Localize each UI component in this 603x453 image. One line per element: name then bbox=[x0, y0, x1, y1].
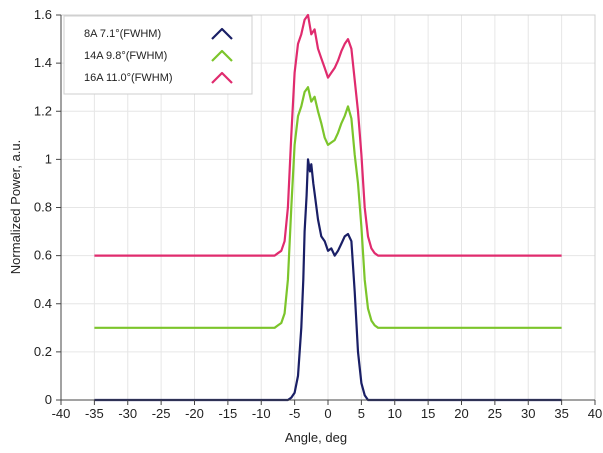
x-tick-label: 5 bbox=[358, 406, 365, 421]
y-tick-label: 1.2 bbox=[34, 103, 52, 118]
legend-swatch bbox=[211, 49, 233, 62]
y-tick-label: 1 bbox=[45, 151, 52, 166]
legend-label: 8A 7.1°(FWHM) bbox=[84, 28, 161, 40]
x-tick-label: -25 bbox=[152, 406, 171, 421]
series-line-3 bbox=[94, 13, 562, 257]
x-tick-label: -20 bbox=[185, 406, 204, 421]
y-tick-label: 0.8 bbox=[34, 200, 52, 215]
x-tick-label: 25 bbox=[488, 406, 502, 421]
y-axis-title: Normalized Power, a.u. bbox=[8, 140, 23, 274]
x-tick-label: -30 bbox=[118, 406, 137, 421]
x-tick-label: 0 bbox=[324, 406, 331, 421]
x-tick-label: 30 bbox=[521, 406, 535, 421]
y-tick-label: 0.4 bbox=[34, 296, 52, 311]
x-axis-title: Angle, deg bbox=[285, 430, 347, 445]
y-tick-label: 0 bbox=[45, 392, 52, 407]
x-tick-label: 10 bbox=[388, 406, 402, 421]
legend-label: 16A 11.0°(FWHM) bbox=[84, 72, 173, 84]
x-tick-label: 15 bbox=[421, 406, 435, 421]
series-line-1 bbox=[94, 158, 562, 402]
y-tick-label: 0.6 bbox=[34, 248, 52, 263]
legend: 8A 7.1°(FWHM) 14A 9.8°(FWHM) 16A 11.0°(FWH… bbox=[63, 15, 253, 95]
legend-label: 14A 9.8°(FWHM) bbox=[84, 50, 167, 62]
x-tick-label: -10 bbox=[252, 406, 271, 421]
legend-swatch bbox=[211, 27, 233, 40]
x-tick-label: 20 bbox=[454, 406, 468, 421]
x-tick-label: -15 bbox=[218, 406, 237, 421]
y-axis-tick-labels: 0 0.2 0.4 0.6 0.8 1 1.2 1.4 1.6 bbox=[34, 7, 61, 407]
series-layer bbox=[94, 13, 562, 402]
x-tick-label: -35 bbox=[85, 406, 104, 421]
series-line-2 bbox=[94, 86, 562, 329]
legend-swatch bbox=[211, 71, 233, 84]
y-tick-label: 1.6 bbox=[34, 7, 52, 22]
x-tick-label: -5 bbox=[289, 406, 301, 421]
y-tick-label: 0.2 bbox=[34, 344, 52, 359]
x-tick-label: -40 bbox=[52, 406, 71, 421]
y-tick-label: 1.4 bbox=[34, 55, 52, 70]
x-tick-label: 40 bbox=[588, 406, 602, 421]
x-tick-label: 35 bbox=[554, 406, 568, 421]
x-axis-tick-labels: -40 -35 -30 -25 -20 -15 -10 -5 0 5 10 15 20 25 30 35 40 bbox=[52, 400, 602, 421]
